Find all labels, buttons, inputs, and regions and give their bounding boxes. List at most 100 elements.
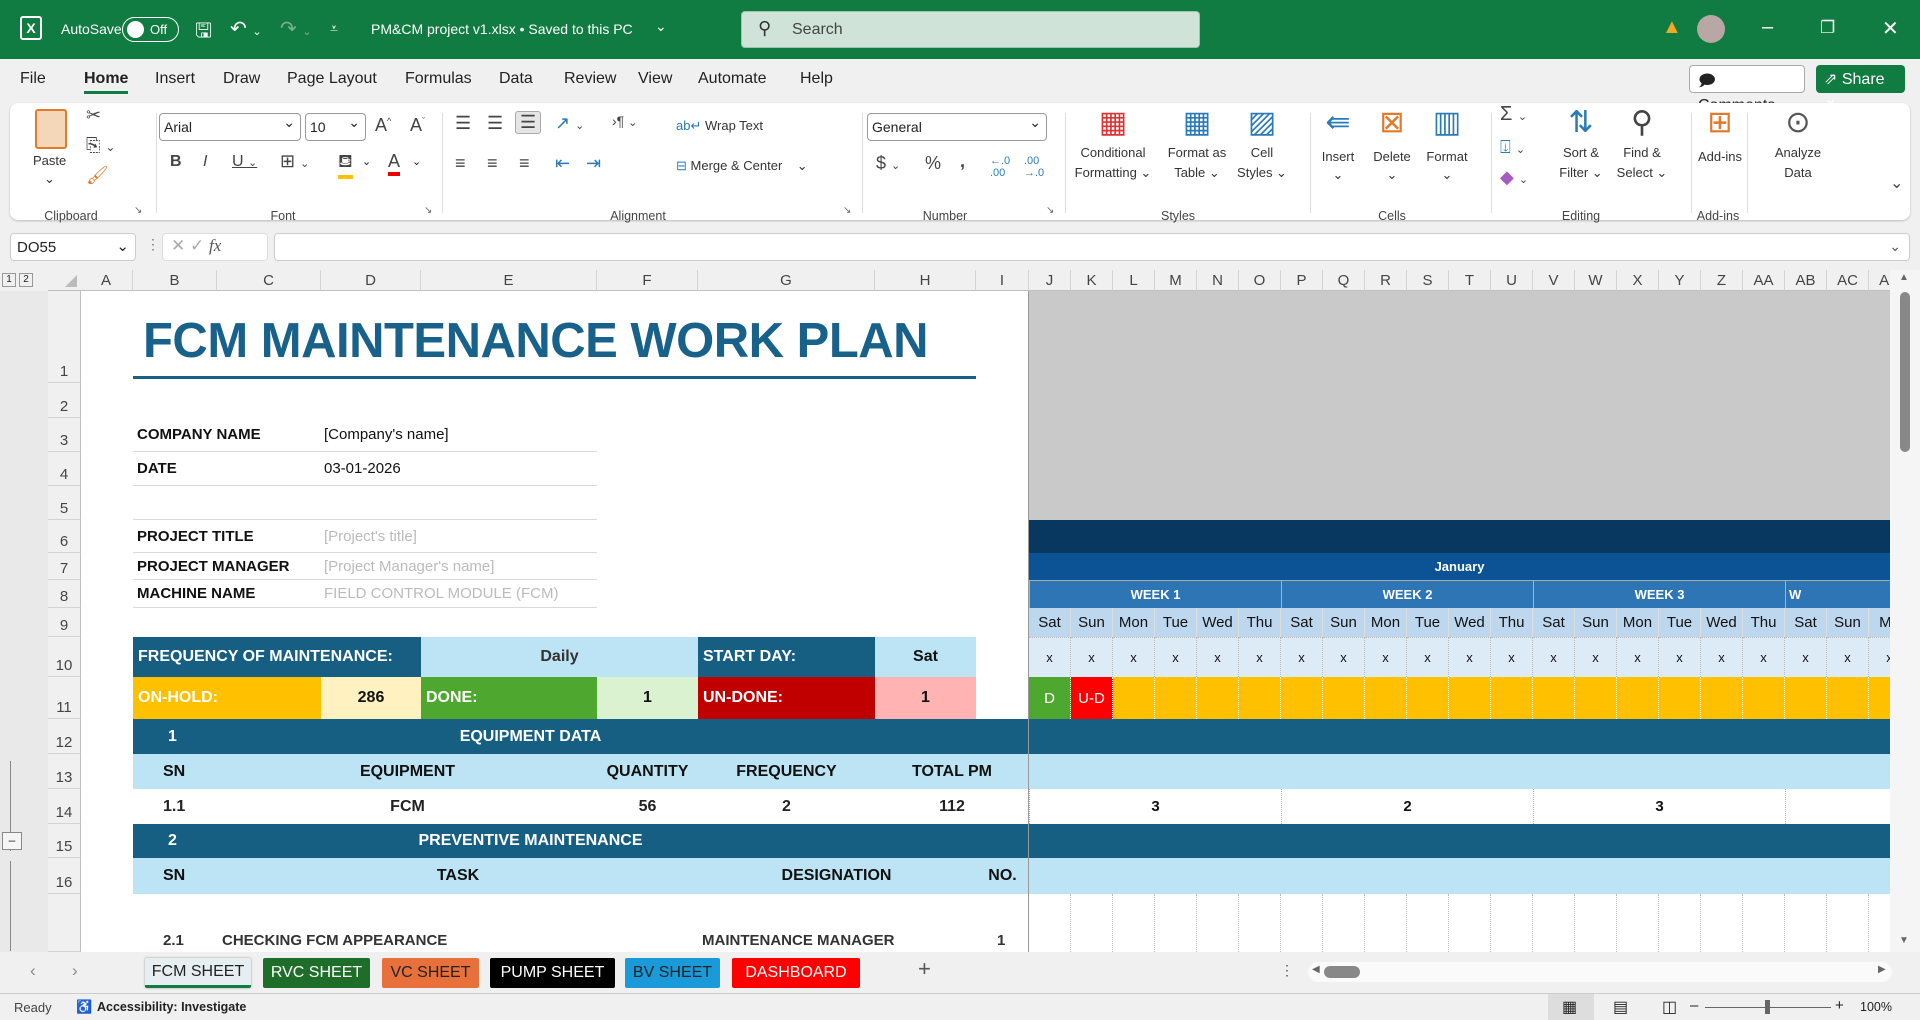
find-select-button[interactable]: ⚲ Find & Select ⌄ bbox=[1597, 105, 1687, 203]
sheet-tab-dashboard[interactable]: DASHBOARD bbox=[732, 958, 860, 988]
zoom-in-icon[interactable]: + bbox=[1835, 997, 1844, 1014]
status-cell[interactable] bbox=[1281, 677, 1323, 719]
column-header-P[interactable]: P bbox=[1281, 270, 1323, 291]
prev-sheet-icon[interactable]: ‹ bbox=[30, 961, 36, 980]
info-value[interactable]: FIELD CONTROL MODULE (FCM) bbox=[324, 585, 559, 602]
conditional-formatting-button[interactable]: ▦ Conditional Formatting ⌄ bbox=[1068, 105, 1158, 203]
column-header-O[interactable]: O bbox=[1239, 270, 1281, 291]
menu-tab-formulas[interactable]: Formulas bbox=[405, 70, 472, 87]
status-cell[interactable] bbox=[1449, 677, 1491, 719]
menu-tab-review[interactable]: Review bbox=[564, 70, 617, 87]
dialog-launcher-icon[interactable]: ↘ bbox=[134, 205, 143, 216]
dialog-launcher-icon[interactable]: ↘ bbox=[843, 205, 852, 216]
row-header-4[interactable]: 4 bbox=[48, 452, 81, 486]
column-header-C[interactable]: C bbox=[217, 270, 321, 291]
number-format-select[interactable]: General bbox=[867, 113, 1047, 141]
warning-icon[interactable]: ▲ bbox=[1662, 16, 1682, 38]
menu-tab-draw[interactable]: Draw bbox=[223, 70, 261, 87]
worksheet[interactable]: FCM MAINTENANCE WORK PLAN COMPANY NAME [C… bbox=[81, 291, 1890, 952]
font-size-select[interactable]: 10 bbox=[305, 113, 366, 141]
dialog-launcher-icon[interactable]: ↘ bbox=[424, 205, 433, 216]
schedule-mark[interactable]: x bbox=[1743, 637, 1785, 677]
column-header-B[interactable]: B bbox=[133, 270, 217, 291]
cut-icon[interactable]: ✂ bbox=[86, 105, 102, 125]
status-cell[interactable] bbox=[1869, 677, 1890, 719]
zoom-out-icon[interactable]: – bbox=[1690, 997, 1699, 1014]
formula-input[interactable]: ⌄ bbox=[274, 233, 1910, 261]
column-header-J[interactable]: J bbox=[1029, 270, 1071, 291]
menu-tab-insert[interactable]: Insert bbox=[155, 70, 196, 87]
menu-tab-page-layout[interactable]: Page Layout bbox=[287, 70, 377, 87]
schedule-mark[interactable]: x bbox=[1869, 637, 1890, 677]
status-cell[interactable] bbox=[1659, 677, 1701, 719]
orientation-icon[interactable]: ↗ ⌄ bbox=[555, 113, 585, 133]
column-header-R[interactable]: R bbox=[1365, 270, 1407, 291]
schedule-mark[interactable]: x bbox=[1365, 637, 1407, 677]
row-header-8[interactable]: 8 bbox=[48, 580, 81, 608]
status-cell[interactable] bbox=[1197, 677, 1239, 719]
schedule-mark[interactable]: x bbox=[1281, 637, 1323, 677]
row-header-16[interactable]: 16 bbox=[48, 858, 81, 894]
row-header-2[interactable]: 2 bbox=[48, 383, 81, 418]
menu-tab-help[interactable]: Help bbox=[800, 70, 833, 87]
column-header-AB[interactable]: AB bbox=[1785, 270, 1827, 291]
menu-tab-home[interactable]: Home bbox=[84, 70, 129, 94]
horizontal-scroll-thumb[interactable] bbox=[1324, 966, 1360, 978]
menu-tab-automate[interactable]: Automate bbox=[698, 70, 767, 87]
delete-button[interactable]: ⊠ Delete ⌄ bbox=[1347, 105, 1437, 203]
column-header-I[interactable]: I bbox=[976, 270, 1029, 291]
column-header-A[interactable]: A bbox=[80, 270, 133, 291]
collapse-group-button[interactable]: – bbox=[2, 832, 22, 850]
menu-tab-file[interactable]: File bbox=[20, 70, 46, 87]
status-cell[interactable] bbox=[1575, 677, 1617, 719]
restore-icon[interactable]: ❐ bbox=[1820, 18, 1836, 37]
sheet-tab-rvc-sheet[interactable]: RVC SHEET bbox=[263, 958, 370, 988]
file-title[interactable]: PM&CM project v1.xlsx • Saved to this PC bbox=[371, 21, 633, 37]
fill-color-icon[interactable]: ⛾ bbox=[338, 151, 353, 179]
status-cell[interactable] bbox=[1365, 677, 1407, 719]
column-header-U[interactable]: U bbox=[1491, 270, 1533, 291]
schedule-mark[interactable]: x bbox=[1827, 637, 1869, 677]
sort-filter-button[interactable]: ⇅ Sort & Filter ⌄ bbox=[1536, 105, 1626, 203]
search-box[interactable]: ⚲ Search bbox=[741, 11, 1200, 48]
underline-icon[interactable]: U ⌄ bbox=[232, 153, 258, 170]
schedule-mark[interactable]: x bbox=[1197, 637, 1239, 677]
row-header-12[interactable]: 12 bbox=[48, 719, 81, 754]
enter-icon[interactable]: ✓ bbox=[189, 236, 205, 255]
avatar[interactable] bbox=[1697, 15, 1725, 43]
column-header-T[interactable]: T bbox=[1449, 270, 1491, 291]
outline-level-2[interactable]: 2 bbox=[19, 273, 33, 287]
outline-level-1[interactable]: 1 bbox=[2, 273, 16, 287]
page-layout-view-icon[interactable]: ▤ bbox=[1613, 999, 1629, 1016]
menu-tab-data[interactable]: Data bbox=[499, 70, 533, 87]
column-header-H[interactable]: H bbox=[875, 270, 976, 291]
comments-button[interactable]: 🗩 Comments bbox=[1689, 65, 1805, 114]
middle-align-icon[interactable]: ☰ bbox=[487, 113, 504, 133]
status-cell[interactable] bbox=[1533, 677, 1575, 719]
column-header-X[interactable]: X bbox=[1617, 270, 1659, 291]
increase-decimal-icon[interactable]: ←.0.00 bbox=[990, 155, 1011, 179]
page-break-view-icon[interactable]: ◫ bbox=[1662, 999, 1678, 1016]
row-header-9[interactable]: 9 bbox=[48, 608, 81, 637]
copy-icon[interactable]: ⎘ ⌄ bbox=[86, 135, 116, 155]
row-header[interactable] bbox=[48, 894, 81, 952]
wrap-text-button[interactable]: ab↵ Wrap Text bbox=[676, 118, 764, 133]
percent-icon[interactable]: % bbox=[925, 153, 942, 173]
row-header-3[interactable]: 3 bbox=[48, 418, 81, 452]
minimize-icon[interactable]: – bbox=[1762, 16, 1774, 38]
next-sheet-icon[interactable]: › bbox=[72, 961, 78, 980]
name-box[interactable]: DO55 ⌄ bbox=[10, 233, 136, 261]
cancel-icon[interactable]: ✕ bbox=[171, 236, 186, 255]
share-button[interactable]: ⇗ Share ⌄ bbox=[1816, 65, 1905, 108]
info-value[interactable]: 03-01-2026 bbox=[324, 460, 401, 477]
column-header-W[interactable]: W bbox=[1575, 270, 1617, 291]
row-header-11[interactable]: 11 bbox=[48, 677, 81, 719]
format-button[interactable]: ▥ Format ⌄ bbox=[1402, 105, 1492, 203]
redo-icon[interactable]: ↷ ⌄ bbox=[280, 18, 312, 40]
fill-icon[interactable]: ⍗ ⌄ bbox=[1500, 137, 1526, 157]
row-header-13[interactable]: 13 bbox=[48, 754, 81, 789]
menu-tab-view[interactable]: View bbox=[638, 70, 673, 87]
chevron-down-icon[interactable]: ⌄ bbox=[655, 18, 667, 34]
format-as-table-button[interactable]: ▦ Format as Table ⌄ bbox=[1152, 105, 1242, 203]
autosum-icon[interactable]: Σ ⌄ bbox=[1500, 103, 1528, 125]
